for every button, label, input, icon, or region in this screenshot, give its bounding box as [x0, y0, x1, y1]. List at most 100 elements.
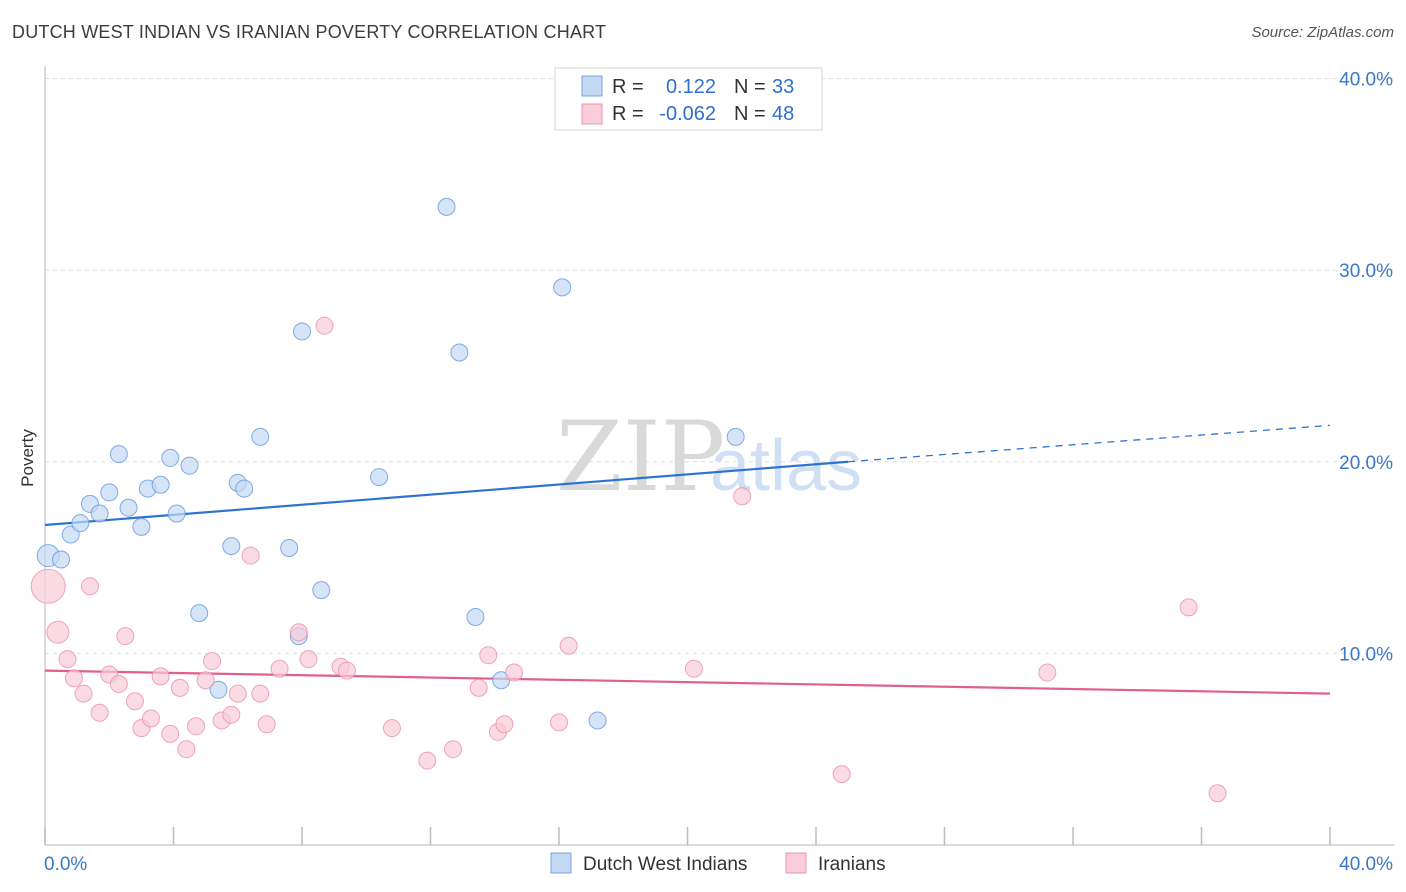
- data-point: [142, 709, 161, 728]
- data-point: [64, 669, 83, 688]
- data-point: [180, 456, 199, 475]
- y-tick-label: 20.0%: [1339, 453, 1393, 474]
- data-point: [684, 659, 703, 678]
- data-point: [109, 675, 128, 694]
- trend-line: [44, 669, 1331, 695]
- data-point: [559, 636, 578, 655]
- data-point: [167, 504, 186, 523]
- data-point: [312, 581, 331, 600]
- data-point: [119, 498, 138, 517]
- data-point: [90, 703, 109, 722]
- data-point: [186, 717, 205, 736]
- data-point: [437, 197, 456, 216]
- legend-r-value: -0.062: [659, 103, 716, 125]
- data-point: [151, 475, 170, 494]
- data-point: [293, 322, 311, 341]
- data-point: [116, 627, 135, 646]
- data-point: [109, 445, 128, 464]
- data-point: [280, 538, 299, 557]
- data-point: [74, 684, 93, 703]
- legend-n-value: 33: [772, 76, 794, 98]
- data-point: [58, 650, 77, 669]
- bottom-legend-swatch-pink: [785, 852, 807, 874]
- bottom-legend-label: Iranians: [818, 854, 886, 875]
- chart-source: Source: ZipAtlas.com: [1251, 24, 1394, 41]
- data-point: [505, 663, 524, 682]
- data-point: [80, 577, 99, 596]
- data-point: [61, 525, 80, 544]
- legend-swatch-blue: [581, 75, 603, 97]
- data-point: [90, 504, 109, 523]
- watermark-zip: ZIP: [556, 401, 725, 513]
- data-point: [151, 667, 170, 686]
- data-point: [466, 607, 485, 626]
- legend-r-label: R =: [612, 103, 644, 125]
- data-point: [190, 604, 209, 623]
- bottom-legend-label: Dutch West Indians: [583, 854, 747, 875]
- y-axis-label: Poverty: [18, 429, 37, 487]
- data-point: [1208, 784, 1227, 803]
- data-point: [418, 751, 437, 770]
- data-point: [469, 678, 488, 697]
- legend: R = 0.122 N = 33 R = -0.062 N = 48: [554, 67, 823, 131]
- data-point: [161, 724, 180, 743]
- data-point: [30, 568, 66, 604]
- legend-r-value: 0.122: [666, 76, 716, 98]
- data-point: [170, 678, 189, 697]
- data-point: [337, 661, 356, 680]
- data-point: [553, 278, 572, 297]
- x-tick-label: 40.0%: [1339, 854, 1393, 875]
- bottom-legend: Dutch West Indians Iranians: [550, 852, 886, 875]
- data-point: [196, 671, 215, 690]
- data-point: [1038, 663, 1057, 682]
- data-point: [132, 517, 151, 536]
- axes: [44, 66, 1394, 846]
- data-point: [228, 684, 247, 703]
- y-tick-label: 10.0%: [1339, 644, 1393, 665]
- legend-n-value: 48: [772, 103, 794, 125]
- data-point: [733, 487, 752, 506]
- data-point: [289, 623, 308, 642]
- data-point: [251, 427, 270, 446]
- data-point: [125, 692, 144, 711]
- y-tick-label: 30.0%: [1339, 261, 1393, 282]
- data-point: [443, 740, 462, 759]
- data-point: [251, 684, 270, 703]
- data-point: [495, 715, 514, 734]
- data-point: [46, 620, 70, 644]
- data-point: [161, 448, 180, 467]
- y-tick-labels: 10.0% 20.0% 30.0% 40.0%: [1339, 70, 1393, 666]
- legend-swatch-pink: [581, 103, 603, 125]
- data-point: [382, 719, 401, 738]
- data-point: [203, 652, 222, 671]
- bottom-legend-swatch-blue: [550, 852, 572, 874]
- data-point: [299, 650, 318, 669]
- data-point: [832, 765, 851, 784]
- data-point: [222, 537, 241, 556]
- data-point: [450, 343, 469, 362]
- data-point: [479, 646, 498, 665]
- gridlines: [45, 78, 1394, 654]
- data-point: [726, 427, 745, 446]
- legend-n-label: N =: [734, 103, 766, 125]
- data-point: [209, 680, 228, 699]
- data-point: [241, 546, 260, 565]
- legend-r-label: R =: [612, 76, 644, 98]
- data-point: [370, 468, 389, 487]
- data-point: [270, 659, 289, 678]
- data-point: [52, 550, 71, 569]
- x-tick-labels: 0.0% 40.0%: [44, 854, 1393, 875]
- data-point: [257, 715, 276, 734]
- watermark: ZIP atlas: [556, 401, 862, 513]
- legend-n-label: N =: [734, 76, 766, 98]
- data-point: [1179, 598, 1198, 617]
- data-point: [222, 705, 241, 724]
- x-tick-label: 0.0%: [44, 854, 87, 875]
- chart-title: DUTCH WEST INDIAN VS IRANIAN POVERTY COR…: [12, 22, 607, 42]
- data-point: [315, 316, 334, 335]
- data-point: [71, 514, 90, 533]
- trend-line-extension: [848, 424, 1331, 463]
- data-point: [550, 713, 568, 732]
- data-point: [588, 711, 607, 730]
